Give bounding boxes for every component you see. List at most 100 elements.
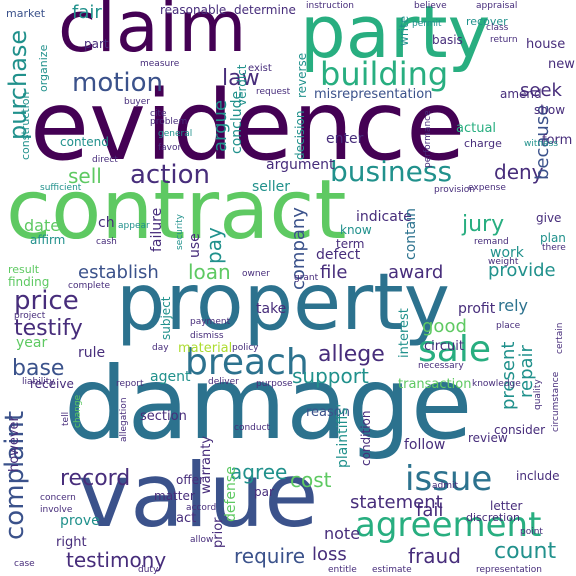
word: necessary [418,361,464,371]
word: give [536,211,562,225]
word: decision [293,110,307,160]
word: seek [520,80,562,101]
word: note [324,524,361,543]
word: organize [37,44,50,92]
word: follow [404,437,446,453]
word: use [187,233,203,258]
word: enter [326,131,364,147]
word: failure [149,207,165,252]
word: loan [188,260,231,284]
word: cite [150,109,167,119]
word: sufficient [40,183,82,193]
word: complete [68,281,111,291]
word: place [496,321,521,331]
word: law [222,66,260,91]
word: value [78,444,319,547]
word: loss [312,544,347,565]
word: fair [72,2,102,23]
word: plan [540,231,566,245]
word: include [516,469,560,483]
word: motion [72,68,164,98]
word: allegation [119,397,129,442]
word: fail [416,500,444,521]
word: day [152,343,169,353]
word: defense [223,466,239,522]
word: action [130,160,211,190]
word: cash [96,237,117,247]
word: indicate [356,209,412,225]
word: review [468,431,508,445]
word: entitle [328,565,357,575]
word: take [256,301,287,317]
word: policy [232,343,259,353]
word: term [336,237,365,251]
word: evidence [30,70,466,182]
word: direct [92,155,118,165]
word: affirm [30,233,66,247]
word: plaintiffs' [335,403,351,468]
word: deny [494,160,544,184]
word: agree [230,460,288,484]
word: write [397,15,411,46]
word: tell [61,411,71,426]
word: charge [464,137,502,150]
word: dismiss [190,331,224,341]
word: change [73,394,83,428]
word: admit [432,481,459,491]
word: support [292,364,369,388]
word: duty [138,565,159,575]
word: part [84,37,109,51]
word: prove [60,513,100,529]
word: contain [403,208,419,260]
word: party [300,0,491,74]
word: weight [488,257,519,267]
word: subject [159,296,173,341]
word: amend [500,87,542,101]
word: case [14,559,35,569]
word: sell [68,164,102,188]
word: show [534,103,566,117]
word: record [60,466,131,491]
word: agreement [355,505,542,545]
word: jury [462,212,505,237]
word: general [158,129,193,139]
word: file [320,262,348,283]
word: price [14,286,79,316]
word: certain [555,322,565,354]
word: buyer [124,97,150,107]
word: act [176,511,197,526]
word: determine [234,3,296,17]
word: instruction [306,1,355,11]
word: defect [316,247,361,263]
word: allow [190,535,214,545]
word: house [526,37,566,52]
word: right [56,535,87,550]
word: purpose [256,379,293,389]
word: receive [30,377,74,391]
word: verdict [235,64,249,106]
word: count [494,539,557,564]
word: statement [350,492,443,513]
word: project [14,311,46,321]
word: circuit [424,339,464,354]
word: report [116,379,144,389]
word: award [388,262,444,283]
word: rule [78,345,106,361]
word: payment [190,317,231,327]
word: class [486,23,509,33]
word: reverse [295,52,309,98]
word: request [256,87,291,97]
word: cost [290,468,332,492]
word: recover [466,15,508,28]
word: fraud [408,544,461,568]
word: material [178,341,233,356]
word: finding [8,275,50,289]
word: conduct [234,423,271,433]
word: circumstance [551,371,561,432]
word: problem [150,117,188,127]
word: letter [490,499,523,513]
word: representation [476,565,543,575]
word: present [498,341,519,410]
word: business [330,155,453,188]
word: profit [458,301,496,317]
